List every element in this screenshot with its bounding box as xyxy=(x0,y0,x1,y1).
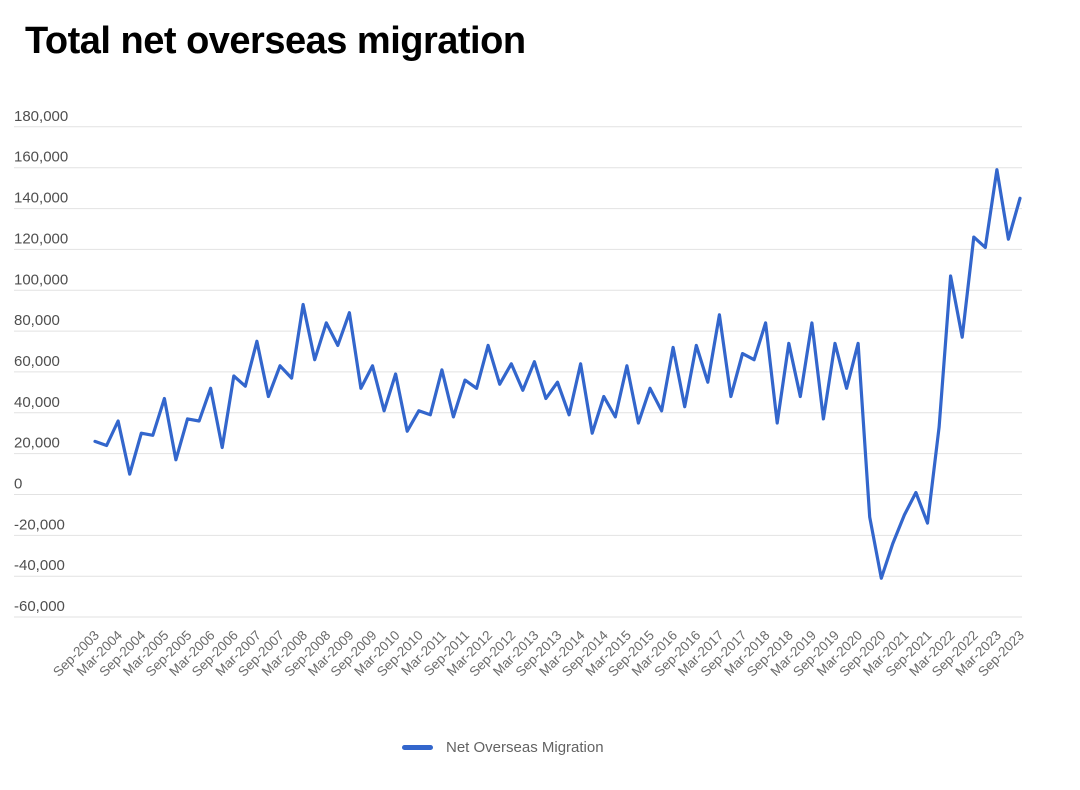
y-axis-label: 40,000 xyxy=(14,394,60,411)
y-axis-label: 80,000 xyxy=(14,312,60,329)
y-axis-label: 60,000 xyxy=(14,353,60,370)
x-axis-labels: Sep-2003Mar-2004Sep-2004Mar-2005Sep-2005… xyxy=(50,627,1027,679)
legend: Net Overseas Migration xyxy=(402,739,604,756)
net-overseas-migration-line xyxy=(93,168,1022,580)
line-chart: 180,000 160,000 140,000 120,000 100,000 80,00… xyxy=(14,108,1027,680)
line-swatch-icon xyxy=(402,745,433,750)
y-axis-label: 100,000 xyxy=(14,271,68,288)
y-axis-labels: 180,000 160,000 140,000 120,000 100,000 80,00… xyxy=(14,108,68,615)
y-axis-label: 140,000 xyxy=(14,190,68,207)
y-axis-label: 120,000 xyxy=(14,230,68,247)
y-axis-label: 160,000 xyxy=(14,149,68,166)
y-gridlines xyxy=(14,126,1022,618)
y-axis-label: 20,000 xyxy=(14,435,60,452)
y-axis-label: 0 xyxy=(14,476,22,493)
y-axis-label: -20,000 xyxy=(14,516,65,533)
y-axis-label: -60,000 xyxy=(14,598,65,615)
y-axis-label: 180,000 xyxy=(14,108,68,125)
page-title: Total net overseas migration xyxy=(25,20,526,62)
legend-label: Net Overseas Migration xyxy=(446,739,604,756)
y-axis-label: -40,000 xyxy=(14,557,65,574)
